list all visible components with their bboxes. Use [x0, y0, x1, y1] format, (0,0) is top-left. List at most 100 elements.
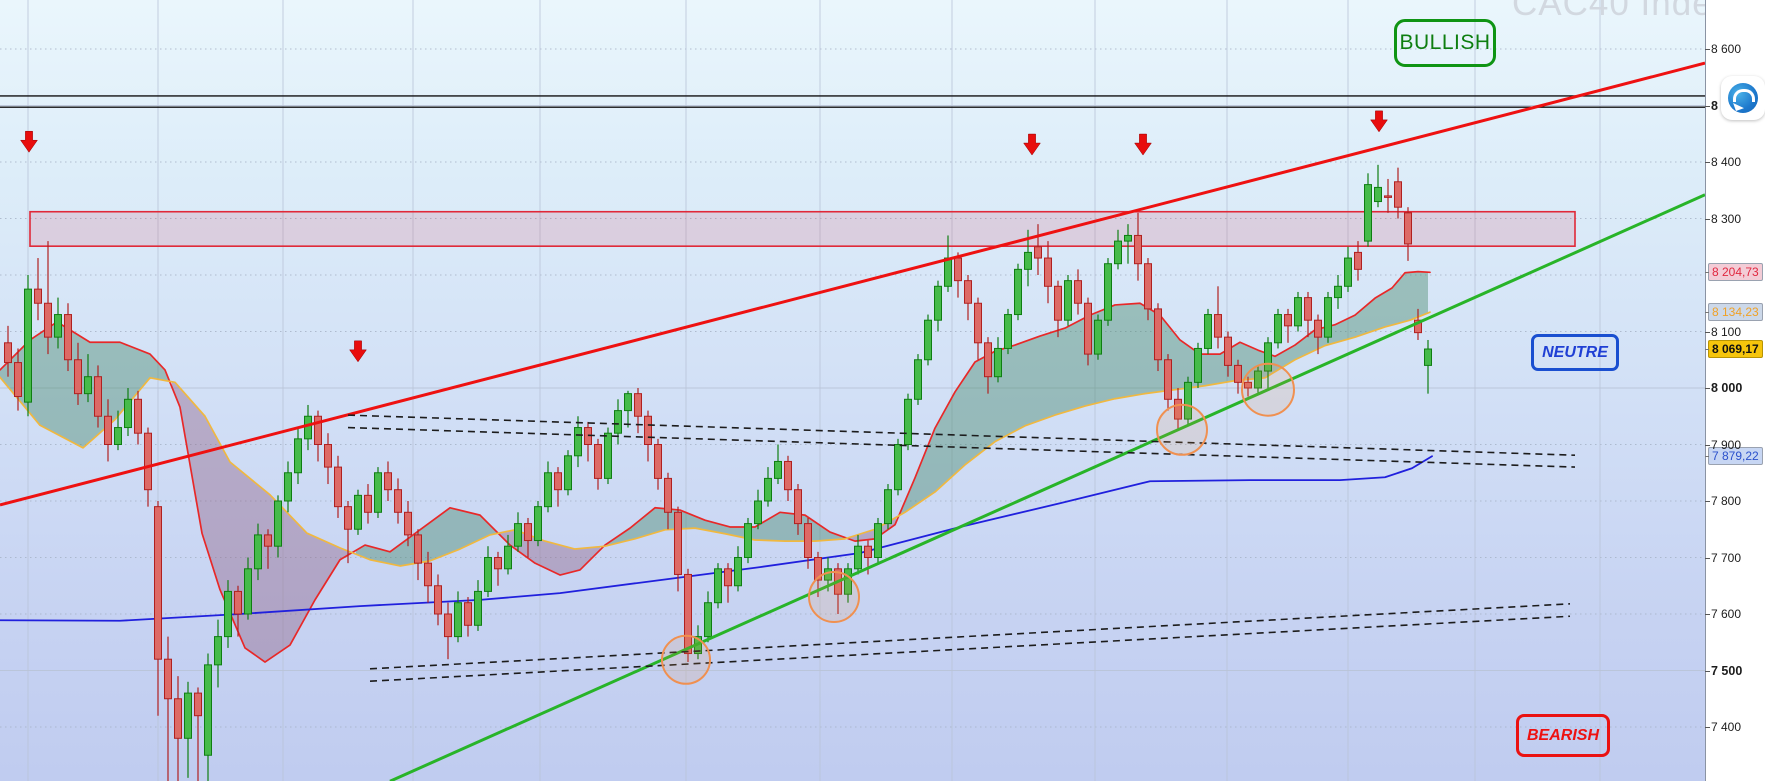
- bullish-annotation[interactable]: BULLISH: [1394, 19, 1496, 67]
- candle-down[interactable]: [554, 472, 562, 491]
- candle-down[interactable]: [1314, 319, 1322, 338]
- down-arrow-icon[interactable]: [1370, 110, 1388, 133]
- candle-up[interactable]: [1424, 348, 1432, 366]
- candle-up[interactable]: [1334, 285, 1342, 299]
- dashed-channel-line[interactable]: [369, 615, 1571, 683]
- candle-up[interactable]: [544, 472, 552, 508]
- candle-down[interactable]: [364, 494, 372, 513]
- down-arrow-icon[interactable]: [1023, 133, 1041, 156]
- candle-up[interactable]: [854, 545, 862, 570]
- candle-up[interactable]: [1064, 280, 1072, 321]
- dashed-channel-line[interactable]: [369, 603, 1571, 670]
- candle-up[interactable]: [754, 500, 762, 525]
- candle-up[interactable]: [514, 523, 522, 547]
- trendline-rising-resistance-red[interactable]: [0, 61, 1705, 507]
- candle-up[interactable]: [504, 545, 512, 570]
- candle-down[interactable]: [314, 415, 322, 445]
- candle-down[interactable]: [804, 523, 812, 558]
- candle-down[interactable]: [1354, 251, 1362, 270]
- highlight-circle[interactable]: [808, 571, 860, 624]
- candle-down[interactable]: [1284, 314, 1292, 327]
- candle-down[interactable]: [1154, 308, 1162, 361]
- candle-up[interactable]: [844, 568, 852, 595]
- down-arrow-icon[interactable]: [1134, 133, 1152, 156]
- candle-up[interactable]: [484, 557, 492, 592]
- candle-down[interactable]: [14, 362, 22, 397]
- candle-up[interactable]: [1184, 381, 1192, 420]
- chat-support-button[interactable]: [1721, 76, 1765, 120]
- candle-up[interactable]: [624, 393, 632, 412]
- candle-down[interactable]: [64, 314, 72, 361]
- candle-down[interactable]: [964, 280, 972, 304]
- candle-up[interactable]: [894, 444, 902, 491]
- candle-up[interactable]: [184, 692, 192, 739]
- neutral-annotation[interactable]: NEUTRE: [1531, 334, 1619, 371]
- candle-down[interactable]: [394, 489, 402, 513]
- candle-up[interactable]: [24, 288, 32, 403]
- candle-up[interactable]: [564, 455, 572, 491]
- candle-down[interactable]: [434, 585, 442, 615]
- candle-down[interactable]: [784, 460, 792, 491]
- candle-down[interactable]: [1394, 181, 1402, 208]
- candle-down[interactable]: [724, 568, 732, 587]
- candle-down[interactable]: [1074, 280, 1082, 304]
- highlight-circle[interactable]: [661, 634, 711, 685]
- candle-up[interactable]: [574, 427, 582, 457]
- candle-up[interactable]: [54, 314, 62, 338]
- candle-down[interactable]: [814, 557, 822, 581]
- candle-up[interactable]: [1114, 240, 1122, 265]
- candle-down[interactable]: [384, 472, 392, 491]
- candle-down[interactable]: [1214, 314, 1222, 338]
- candle-up[interactable]: [1124, 234, 1132, 242]
- candle-up[interactable]: [1194, 347, 1202, 383]
- candle-down[interactable]: [1034, 246, 1042, 259]
- candle-down[interactable]: [1304, 297, 1312, 321]
- candle-down[interactable]: [1174, 398, 1182, 420]
- price-axis[interactable]: 8 204,73 8 134,23 8 069,17 7 879,22 8 60…: [1704, 0, 1765, 781]
- candle-down[interactable]: [1044, 257, 1052, 287]
- candle-up[interactable]: [1254, 370, 1262, 389]
- candle-up[interactable]: [254, 534, 262, 570]
- candle-up[interactable]: [874, 523, 882, 558]
- candle-up[interactable]: [764, 477, 772, 502]
- candle-up[interactable]: [204, 664, 212, 756]
- candle-up[interactable]: [774, 460, 782, 479]
- candle-up[interactable]: [534, 506, 542, 542]
- candle-down[interactable]: [1084, 302, 1092, 355]
- candle-up[interactable]: [1094, 319, 1102, 355]
- candle-up[interactable]: [714, 568, 722, 604]
- resistance-zone[interactable]: [29, 210, 1576, 247]
- candle-down[interactable]: [194, 692, 202, 717]
- candle-down[interactable]: [1244, 381, 1252, 389]
- dashed-channel-line[interactable]: [347, 414, 1576, 457]
- candle-down[interactable]: [324, 444, 332, 468]
- candle-down[interactable]: [334, 466, 342, 508]
- candle-down[interactable]: [684, 573, 692, 655]
- candle-up[interactable]: [124, 398, 132, 429]
- candle-up[interactable]: [944, 257, 952, 287]
- candle-up[interactable]: [1364, 184, 1372, 242]
- candle-up[interactable]: [354, 494, 362, 530]
- candle-up[interactable]: [114, 427, 122, 445]
- candle-up[interactable]: [214, 636, 222, 666]
- candle-down[interactable]: [1134, 234, 1142, 265]
- candle-up[interactable]: [914, 359, 922, 400]
- candle-down[interactable]: [1224, 336, 1232, 366]
- candle-up[interactable]: [294, 438, 302, 474]
- candle-up[interactable]: [1014, 268, 1022, 316]
- candle-down[interactable]: [1234, 364, 1242, 383]
- candle-down[interactable]: [424, 562, 432, 587]
- candle-down[interactable]: [94, 376, 102, 417]
- candle-down[interactable]: [464, 602, 472, 626]
- candle-up[interactable]: [224, 590, 232, 638]
- candle-up[interactable]: [274, 500, 282, 547]
- candle-down[interactable]: [864, 545, 872, 559]
- candle-down[interactable]: [494, 557, 502, 570]
- candle-up[interactable]: [454, 602, 462, 638]
- candle-up[interactable]: [1274, 314, 1282, 344]
- candle-down[interactable]: [444, 613, 452, 638]
- candle-down[interactable]: [594, 444, 602, 479]
- candle-up[interactable]: [744, 523, 752, 558]
- candle-up[interactable]: [1344, 257, 1352, 287]
- candle-up[interactable]: [284, 472, 292, 502]
